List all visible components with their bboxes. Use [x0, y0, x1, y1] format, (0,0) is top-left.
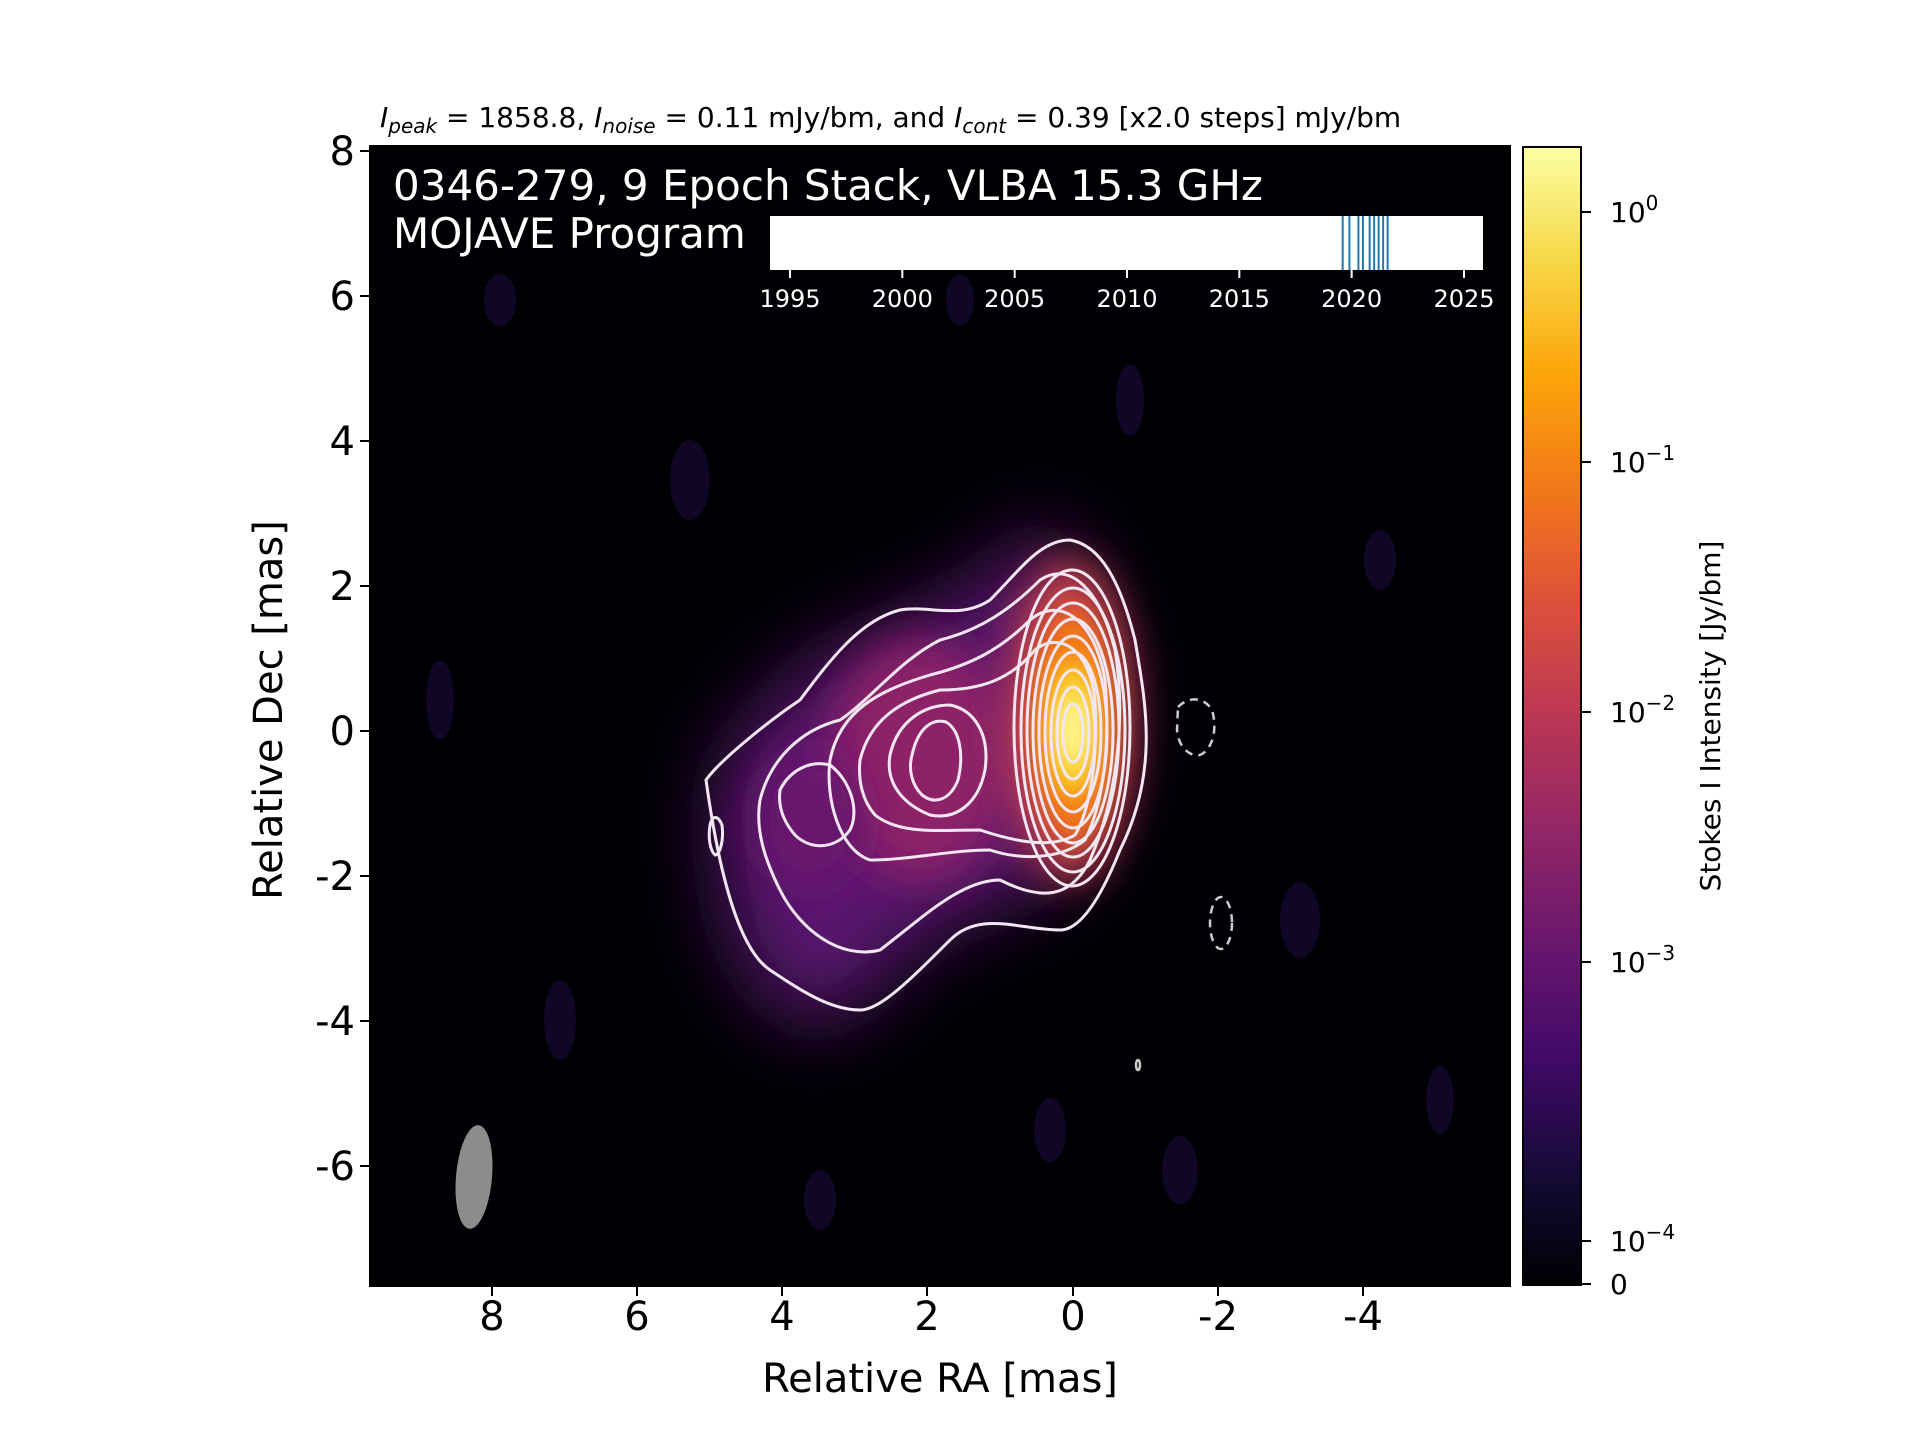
timeline-tick-label: 2005 — [984, 285, 1045, 313]
header-i-peak: I — [380, 101, 388, 134]
timeline-ticks: 1995 2000 2005 2010 2015 2020 2025 — [759, 270, 1495, 313]
y-tick-label: 0 — [330, 709, 355, 755]
colorbar-tick-label: 10−2 — [1610, 691, 1675, 729]
header-peak-sub: peak — [387, 114, 438, 138]
y-axis: 8 6 4 2 0 -2 -4 -6 Relative Dec [mas] — [246, 129, 370, 1190]
x-tick-label: -2 — [1198, 1294, 1238, 1340]
image-panel: 0346-279, 9 Epoch Stack, VLBA 15.3 GHz M… — [369, 145, 1511, 1287]
y-tick-label: 2 — [330, 564, 355, 610]
timeline-tick-label: 2015 — [1209, 285, 1270, 313]
y-tick-label: 8 — [330, 129, 355, 175]
x-tick-label: 0 — [1060, 1294, 1085, 1340]
x-tick-label: 4 — [769, 1294, 794, 1340]
timeline-tick-label: 1995 — [759, 285, 820, 313]
x-axis-label: Relative RA [mas] — [762, 1356, 1118, 1402]
x-tick-label: 8 — [479, 1294, 504, 1340]
panel-title-line-1: 0346-279, 9 Epoch Stack, VLBA 15.3 GHz — [393, 161, 1263, 210]
header-cont-text: = 0.39 [x2.0 steps] mJy/bm — [1006, 101, 1401, 134]
x-tick-label: 2 — [914, 1294, 939, 1340]
timeline-tick-label: 2020 — [1321, 285, 1382, 313]
colorbar-label: Stokes I Intensity [Jy/bm] — [1694, 541, 1727, 892]
y-tick-label: -2 — [315, 854, 355, 900]
colorbar-tick-label: 10−4 — [1610, 1220, 1675, 1258]
y-tick-label: -6 — [315, 1144, 355, 1190]
timeline-tick-label: 2025 — [1433, 285, 1494, 313]
header-cont-sub: cont — [962, 114, 1007, 138]
header-i-cont: I — [954, 101, 962, 134]
timeline-epochs — [1341, 216, 1389, 270]
plot-frame — [369, 145, 1511, 1287]
timeline-background — [770, 216, 1483, 270]
header-noise-text: = 0.11 mJy/bm, and — [656, 101, 954, 134]
contours — [704, 538, 1148, 1012]
colorbar-gradient — [1522, 146, 1582, 1286]
x-tick-label: -4 — [1343, 1294, 1383, 1340]
colorbar: 100 10−1 10−2 10−3 10−4 0 Stokes I Inten… — [1522, 146, 1727, 1301]
y-tick-label: -4 — [315, 999, 355, 1045]
header-i-noise: I — [594, 101, 602, 134]
noise-patches — [426, 274, 1454, 1230]
colorbar-tick-label: 10−3 — [1610, 941, 1675, 979]
colorbar-tick-label: 10−1 — [1610, 441, 1675, 479]
timeline-tick-label: 2010 — [1096, 285, 1157, 313]
negative-contours — [1134, 698, 1234, 1072]
y-tick-label: 6 — [330, 274, 355, 320]
header-peak-text: = 1858.8, — [437, 101, 594, 134]
epoch-timeline: 1995 2000 2005 2010 2015 2020 2025 — [759, 216, 1495, 313]
colorbar-tick-label: 0 — [1610, 1268, 1628, 1301]
y-axis-label: Relative Dec [mas] — [246, 520, 292, 900]
emission-layer — [426, 274, 1454, 1230]
x-tick-label: 6 — [624, 1294, 649, 1340]
contour-outer — [704, 538, 1148, 1012]
y-tick-label: 4 — [330, 419, 355, 465]
timeline-tick-label: 2000 — [872, 285, 933, 313]
header-noise-sub: noise — [602, 114, 655, 138]
colorbar-tick-label: 100 — [1610, 191, 1658, 229]
x-axis: 8 6 4 2 0 -2 -4 Relative RA [mas] — [479, 1286, 1383, 1402]
stats-header: Ipeak = 1858.8, Inoise = 0.11 mJy/bm, an… — [380, 101, 1401, 138]
panel-title-line-2: MOJAVE Program — [393, 209, 746, 258]
beam-ellipse — [455, 1125, 493, 1229]
